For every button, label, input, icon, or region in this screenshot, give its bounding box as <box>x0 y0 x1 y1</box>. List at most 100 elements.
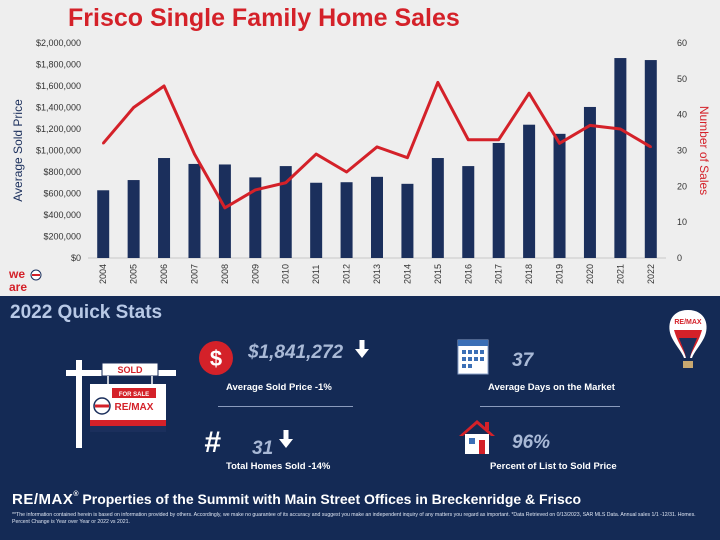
y2-tick-label: 20 <box>677 181 687 191</box>
x-tick-label: 2022 <box>646 264 656 284</box>
we-are-remax-logo: we are <box>8 267 42 294</box>
down-arrow-icon <box>279 430 293 448</box>
y-axis-label: Average Sold Price <box>11 99 25 202</box>
bar-2022 <box>644 60 657 258</box>
bar-2005 <box>127 180 140 258</box>
y-tick-label: $2,000,000 <box>36 38 81 48</box>
x-tick-label: 2020 <box>585 264 595 284</box>
bar-2014 <box>401 183 414 258</box>
x-tick-label: 2010 <box>281 264 291 284</box>
y-tick-label: $400,000 <box>43 210 81 220</box>
svg-text:FOR SALE: FOR SALE <box>119 392 149 398</box>
sales-point-2019 <box>558 142 561 145</box>
x-tick-label: 2014 <box>402 264 412 284</box>
bar-2016 <box>462 166 475 258</box>
y2-tick-label: 0 <box>677 253 682 263</box>
divider <box>218 406 353 407</box>
bar-2009 <box>249 177 262 258</box>
bar-2019 <box>553 133 566 258</box>
y-tick-label: $0 <box>71 253 81 263</box>
x-tick-label: 2013 <box>372 264 382 284</box>
x-tick-label: 2006 <box>159 264 169 284</box>
x-tick-label: 2021 <box>615 264 625 284</box>
x-tick-label: 2007 <box>189 264 199 284</box>
sales-point-2018 <box>527 91 531 95</box>
y2-tick-label: 10 <box>677 217 687 227</box>
sales-point-2008 <box>223 206 227 210</box>
footnote: **The information contained herein is ba… <box>12 512 696 525</box>
x-tick-label: 2005 <box>129 264 139 284</box>
y-tick-label: $1,600,000 <box>36 81 81 91</box>
sales-point-2017 <box>497 138 500 141</box>
svg-text:are: are <box>9 280 27 294</box>
quick-stats-title: 2022 Quick Stats <box>10 302 163 323</box>
footer-brand-name: RE/MAX <box>12 491 74 508</box>
y2-tick-label: 50 <box>677 74 687 84</box>
svg-text:RE/MAX: RE/MAX <box>115 402 154 413</box>
y2-axis-label: Number of Sales <box>697 106 711 195</box>
y-tick-label: $800,000 <box>43 167 81 177</box>
bar-2020 <box>583 106 596 259</box>
total-sold-label: Total Homes Sold -14% <box>226 461 331 472</box>
sales-point-2004 <box>102 142 105 145</box>
house-icon <box>459 420 495 454</box>
x-tick-label: 2017 <box>494 264 504 284</box>
sales-point-2006 <box>162 84 166 88</box>
total-sold-value: 31 <box>252 438 274 459</box>
footer-text: Properties of the Summit with Main Stree… <box>82 491 582 507</box>
bar-2011 <box>310 182 323 258</box>
x-tick-label: 2011 <box>311 265 321 284</box>
sales-point-2009 <box>254 188 257 192</box>
bar-2013 <box>371 176 383 258</box>
days-market-label: Average Days on the Market <box>488 382 615 393</box>
pct-list-label: Percent of List to Sold Price <box>490 461 617 472</box>
sold-sign-icon: SOLD FOR SALE RE/MAX <box>66 360 176 448</box>
sales-point-2022 <box>649 145 652 149</box>
down-arrow-icon <box>355 340 369 358</box>
sales-point-2012 <box>345 170 348 174</box>
hash-icon: # <box>204 426 221 459</box>
sales-point-2005 <box>132 106 135 109</box>
y-tick-label: $1,000,000 <box>36 146 81 156</box>
y2-tick-label: 30 <box>677 146 687 156</box>
sales-point-2007 <box>193 152 196 156</box>
y-tick-label: $200,000 <box>43 232 81 242</box>
bar-2004 <box>97 190 110 258</box>
bar-2018 <box>523 124 536 258</box>
y-tick-label: $1,800,000 <box>36 60 81 70</box>
divider <box>480 406 620 407</box>
sales-point-2011 <box>314 152 318 156</box>
svg-text:RE/MAX: RE/MAX <box>674 319 702 326</box>
bar-2012 <box>340 182 353 258</box>
remax-balloon-icon: RE/MAX <box>669 310 707 368</box>
y-tick-label: $1,200,000 <box>36 124 81 134</box>
chart-svg: $0 $200,000 $400,000 $600,000 $800,000 $1,000… <box>11 38 711 284</box>
x-tick-label: 2018 <box>524 264 534 284</box>
bar-2006 <box>158 158 171 258</box>
y-tick-label: $1,400,000 <box>36 103 81 113</box>
bar-2021 <box>614 58 627 258</box>
sales-point-2014 <box>406 156 409 159</box>
chart-title: Frisco Single Family Home Sales <box>68 4 460 32</box>
avg-price-value: $1,841,272 <box>248 342 344 363</box>
sales-point-2015 <box>436 81 440 84</box>
sales-point-2013 <box>375 145 379 149</box>
calendar-icon <box>457 339 489 375</box>
days-market-value: 37 <box>512 350 534 371</box>
pct-list-value: 96% <box>512 432 551 453</box>
sales-point-2020 <box>588 124 592 127</box>
footer-brand: RE/MAX® Properties of the Summit with Ma… <box>12 491 582 508</box>
y-tick-label: $600,000 <box>43 189 81 199</box>
bar-2017 <box>492 142 505 258</box>
bar-2007 <box>188 163 201 258</box>
chart-panel: $0 $200,000 $400,000 $600,000 $800,000 $1,000… <box>0 0 720 296</box>
sales-point-2010 <box>284 181 287 184</box>
x-tick-label: 2004 <box>98 264 108 284</box>
x-tick-label: 2009 <box>250 264 260 284</box>
x-tick-label: 2015 <box>433 264 443 284</box>
y2-tick-label: 60 <box>677 38 687 48</box>
sales-point-2021 <box>619 127 622 131</box>
x-tick-label: 2008 <box>220 264 230 284</box>
x-tick-label: 2019 <box>555 264 565 284</box>
svg-text:SOLD: SOLD <box>117 365 143 375</box>
